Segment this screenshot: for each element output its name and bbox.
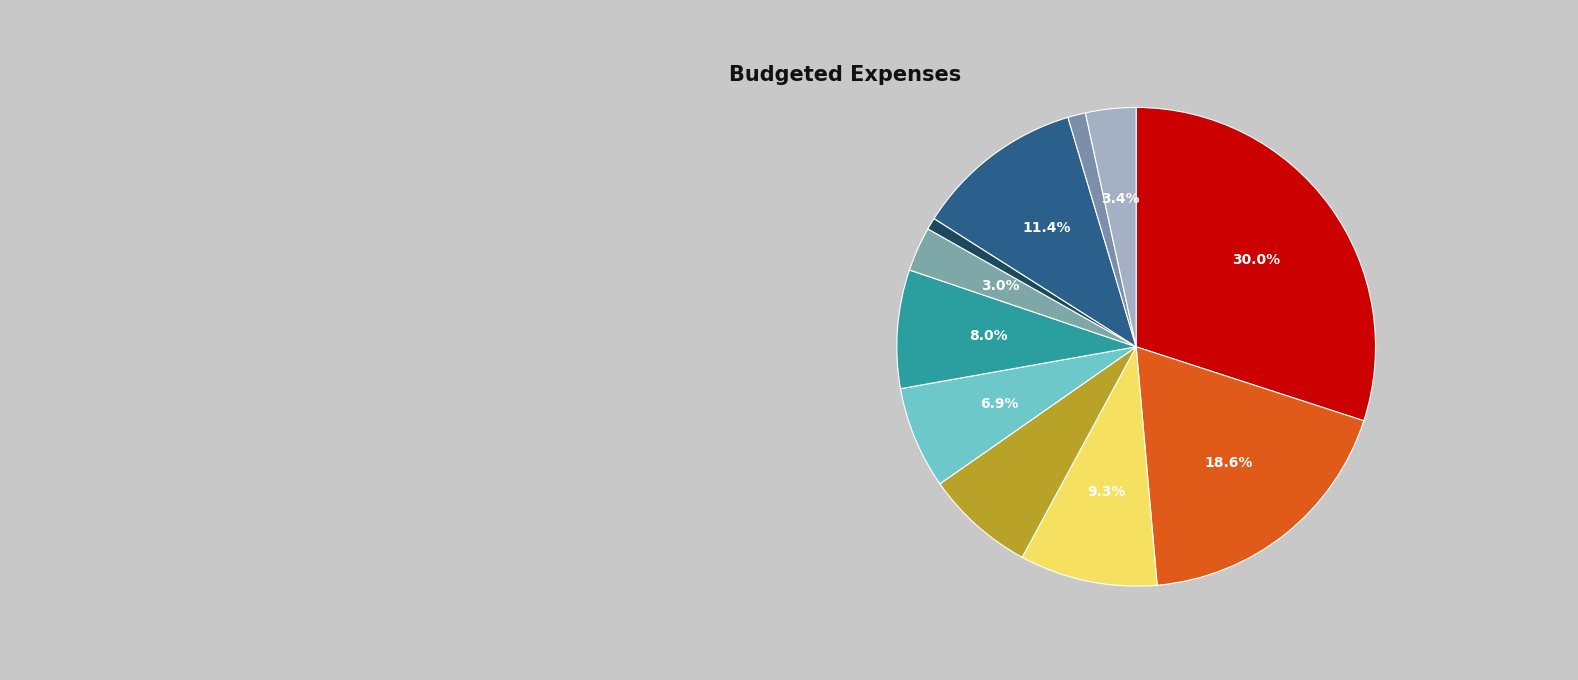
- Text: 11.4%: 11.4%: [1023, 222, 1071, 235]
- Text: 18.6%: 18.6%: [1204, 456, 1253, 470]
- Wedge shape: [934, 118, 1136, 347]
- Wedge shape: [940, 347, 1136, 558]
- Text: 8.0%: 8.0%: [969, 328, 1007, 343]
- Wedge shape: [1086, 107, 1136, 347]
- Wedge shape: [901, 347, 1136, 483]
- Text: 30.0%: 30.0%: [1232, 252, 1280, 267]
- Text: 3.4%: 3.4%: [1101, 192, 1139, 206]
- Wedge shape: [928, 218, 1136, 347]
- Wedge shape: [1023, 347, 1157, 586]
- Text: 9.3%: 9.3%: [1087, 485, 1125, 499]
- Wedge shape: [896, 270, 1136, 389]
- Text: 6.9%: 6.9%: [980, 396, 1018, 411]
- Wedge shape: [909, 229, 1136, 347]
- Wedge shape: [1068, 113, 1136, 347]
- Wedge shape: [1136, 347, 1363, 585]
- Text: Budgeted Expenses: Budgeted Expenses: [729, 65, 961, 85]
- Text: 3.0%: 3.0%: [982, 279, 1019, 293]
- Wedge shape: [1136, 107, 1376, 421]
